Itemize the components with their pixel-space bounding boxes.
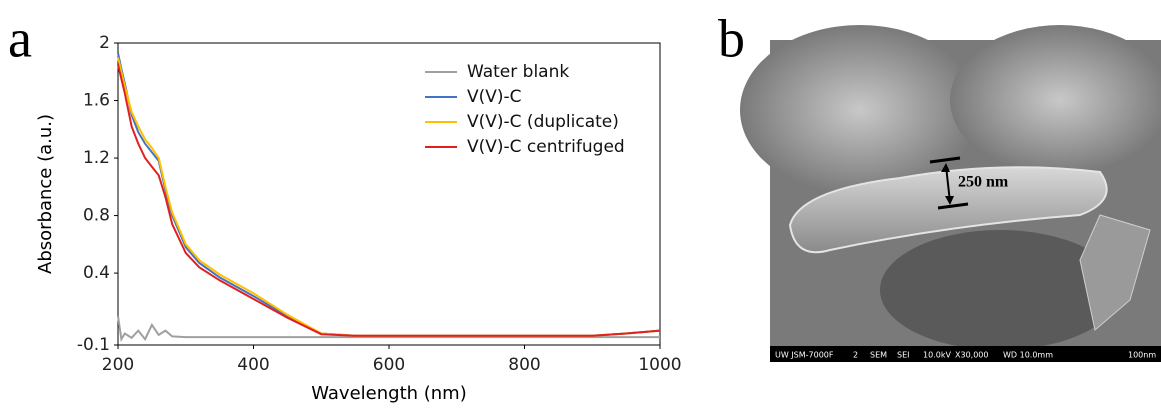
plot-frame — [117, 42, 661, 346]
info-bar-text: SEM — [870, 351, 887, 360]
scale-arrowheads — [941, 163, 954, 205]
sem-particle — [740, 25, 980, 195]
scale-label: 250 nm — [958, 174, 1009, 191]
x-tick-label: 200 — [102, 355, 134, 375]
scale-marker — [937, 202, 969, 210]
info-bar-text: X30,000 — [955, 351, 988, 360]
y-tick-label: 0.8 — [83, 206, 110, 226]
series-line — [117, 64, 661, 337]
info-bar-text: SEI — [897, 351, 910, 360]
x-tick-label: 800 — [508, 355, 540, 375]
info-bar-text: WD 10.0mm — [1003, 351, 1053, 360]
sem-particle — [880, 230, 1120, 350]
sem-particle — [950, 25, 1161, 175]
legend-label: V(V)-C (duplicate) — [467, 112, 619, 132]
series-line — [117, 57, 661, 337]
legend-label: V(V)-C — [467, 87, 522, 107]
sem-plate — [788, 166, 1108, 254]
x-tick-label: 400 — [237, 355, 269, 375]
x-tick-label: 1000 — [638, 355, 681, 375]
sem-image: 250 nm UW JSM-7000F 2 SEM SEI 10.0kV X30,000 W… — [740, 25, 1161, 362]
y-tick-label: 1.2 — [83, 148, 110, 168]
y-tick-label: 2 — [99, 33, 110, 53]
y-tick-label: 1.6 — [83, 91, 110, 111]
x-axis-title: Wavelength (nm) — [311, 383, 467, 404]
info-bar — [770, 346, 1161, 362]
panel-label: b — [718, 8, 745, 68]
scale-marker — [929, 156, 961, 164]
info-bar-text: 100nm — [1128, 351, 1156, 360]
legend-label: V(V)-C centrifuged — [467, 137, 625, 157]
y-axis-title: Absorbance (a.u.) — [35, 114, 56, 274]
info-bar-text: 2 — [853, 351, 858, 360]
y-tick-label: -0.1 — [77, 335, 110, 355]
series-line — [117, 316, 660, 343]
panel-label: a — [8, 8, 32, 68]
sem-plate — [1079, 214, 1151, 331]
info-bar-text: UW JSM-7000F — [775, 351, 834, 360]
y-tick-label: 0.4 — [83, 263, 110, 283]
series-line — [117, 52, 661, 337]
info-bar-text: 10.0kV — [923, 351, 951, 360]
x-tick-label: 600 — [373, 355, 405, 375]
legend-label: Water blank — [467, 62, 569, 82]
